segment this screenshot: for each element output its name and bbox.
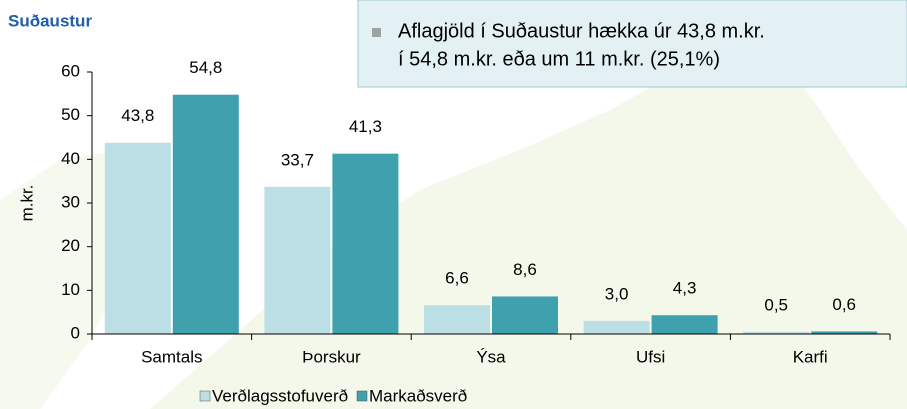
value-label: 4,3	[673, 279, 697, 298]
bar	[264, 186, 331, 334]
bar	[811, 331, 878, 334]
annotation-line: í 54,8 m.kr. eða um 11 m.kr. (25,1%)	[398, 48, 720, 70]
x-tick-label: Ýsa	[476, 347, 506, 366]
bar	[743, 331, 810, 334]
value-label: 54,8	[189, 58, 222, 77]
annotation-box	[357, 0, 907, 88]
bar	[492, 296, 558, 334]
annotation-line: Aflagjöld í Suðaustur hækka úr 43,8 m.kr…	[398, 20, 765, 42]
x-tick-label: Ufsi	[636, 347, 665, 366]
bar	[172, 94, 239, 334]
bar	[583, 320, 650, 334]
bar	[104, 142, 171, 334]
value-label: 3,0	[605, 284, 629, 303]
value-label: 33,7	[281, 150, 314, 169]
bullet	[372, 28, 381, 37]
legend-label: Verðlagsstofuverð	[212, 386, 348, 405]
y-tick-label: 50	[61, 105, 80, 124]
value-label: 0,6	[832, 295, 856, 314]
bar	[332, 153, 399, 334]
value-label: 43,8	[121, 106, 154, 125]
y-tick-label: 10	[61, 280, 80, 299]
y-tick-label: 20	[61, 236, 80, 255]
x-tick-label: Þorskur	[302, 347, 361, 366]
bar	[424, 305, 490, 334]
background-map	[0, 150, 130, 409]
y-tick-label: 30	[61, 192, 80, 211]
value-label: 6,6	[445, 269, 469, 288]
chart-title: Suðaustur	[8, 11, 92, 30]
x-tick-label: Karfi	[793, 347, 828, 366]
bar	[651, 315, 718, 334]
legend-swatch	[199, 390, 211, 402]
y-tick-label: 60	[61, 61, 80, 80]
value-label: 41,3	[349, 117, 382, 136]
x-tick-label: Samtals	[141, 347, 202, 366]
value-label: 8,6	[513, 260, 537, 279]
y-tick-label: 0	[71, 323, 80, 342]
legend-swatch	[356, 390, 368, 402]
value-label: 0,5	[764, 295, 788, 314]
y-axis-label: m.kr.	[17, 185, 36, 222]
y-tick-label: 40	[61, 149, 80, 168]
legend-label: Markaðsverð	[369, 386, 467, 405]
